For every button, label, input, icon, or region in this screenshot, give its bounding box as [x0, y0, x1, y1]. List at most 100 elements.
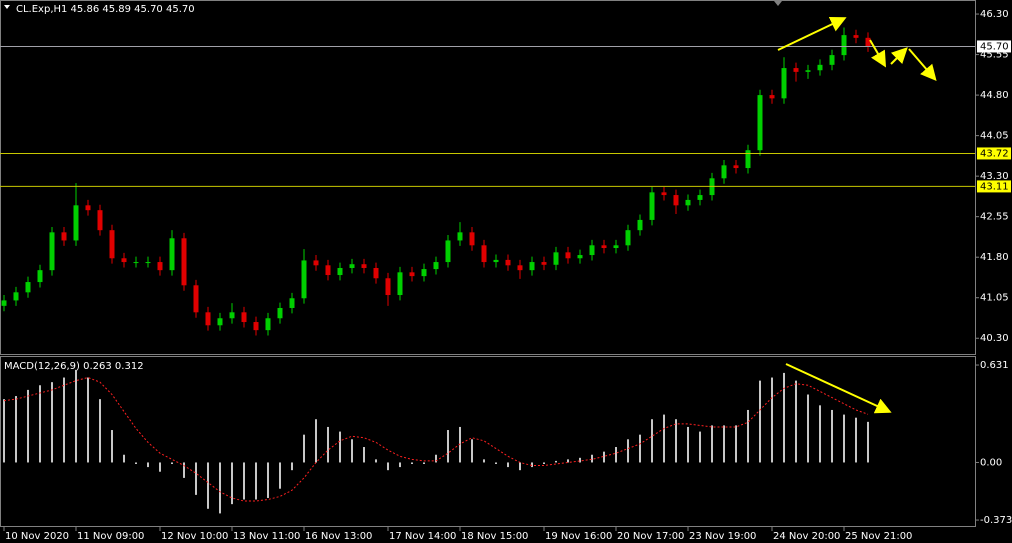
candle-body: [229, 312, 235, 319]
candle-body: [13, 292, 19, 301]
macd-bar: [315, 419, 317, 463]
macd-bar: [711, 425, 713, 463]
macd-bar: [567, 459, 569, 463]
macd-bar: [867, 421, 869, 463]
macd-bar: [207, 462, 209, 509]
candle-body: [61, 232, 67, 241]
macd-bar: [387, 462, 389, 471]
menu-icon[interactable]: [4, 5, 10, 9]
y-tick-label: 43.30: [980, 171, 1009, 182]
macd-bar: [75, 369, 77, 463]
macd-bar: [111, 430, 113, 463]
arrow: [890, 47, 908, 65]
candle-body: [97, 210, 103, 231]
arrow: [777, 16, 847, 51]
macd-bar: [219, 462, 221, 514]
macd-bar: [411, 462, 413, 465]
candle-body: [613, 245, 619, 249]
candle-body: [73, 205, 79, 241]
macd-bar: [819, 405, 821, 463]
candle-body: [325, 265, 331, 276]
macd-bar: [279, 462, 281, 489]
candle-body: [37, 270, 43, 283]
candle-body: [205, 312, 211, 326]
candle-body: [469, 232, 475, 246]
macd-bar: [123, 454, 125, 463]
macd-bar: [255, 462, 257, 500]
candle-body: [505, 259, 511, 266]
symbol-header: CL.Exp,H1 45.86 45.89 45.70 45.70: [16, 4, 195, 15]
macd-bar: [843, 414, 845, 463]
candle-body: [757, 95, 763, 151]
macd-bar: [423, 462, 425, 465]
macd-bar: [639, 434, 641, 463]
macd-bar: [339, 431, 341, 463]
macd-bar: [555, 460, 557, 463]
macd-bar: [699, 431, 701, 463]
candle-body: [661, 192, 667, 196]
macd-bar: [771, 377, 773, 463]
macd-bar: [291, 462, 293, 471]
macd-bar: [603, 451, 605, 463]
candle-body: [277, 307, 283, 319]
candle-body: [421, 269, 427, 277]
candle-body: [577, 255, 583, 259]
candle-body: [313, 260, 319, 266]
candle-body: [253, 322, 259, 331]
arrow: [785, 363, 892, 414]
candle-body: [217, 318, 223, 326]
candle-body: [265, 318, 271, 331]
candle-body: [445, 240, 451, 263]
candle-body: [865, 37, 871, 47]
y-tick-label: 44.80: [980, 90, 1009, 101]
candle-body: [517, 265, 523, 271]
macd-bar: [627, 439, 629, 463]
candle-body: [721, 165, 727, 179]
macd-bar: [543, 462, 545, 465]
macd-bar: [663, 414, 665, 463]
level-label: 43.72: [980, 148, 1009, 159]
candle-body: [793, 68, 799, 72]
macd-bar: [807, 394, 809, 463]
candle-body: [805, 70, 811, 72]
x-tick-label: 18 Nov 15:00: [461, 531, 528, 542]
macd-bar: [519, 462, 521, 471]
candle-body: [769, 95, 775, 99]
x-tick-label: 12 Nov 10:00: [161, 531, 228, 542]
candle-body: [853, 35, 859, 38]
candle-body: [625, 230, 631, 246]
shift-marker[interactable]: [774, 1, 782, 6]
candle-body: [673, 195, 679, 206]
macd-bar: [171, 462, 173, 465]
candle-body: [481, 245, 487, 263]
macd-bar: [579, 457, 581, 463]
macd-bar: [303, 434, 305, 463]
candle-body: [121, 258, 127, 263]
macd-bar: [51, 382, 53, 463]
macd-bar: [831, 409, 833, 463]
y-tick-label: 41.80: [980, 252, 1009, 263]
macd-bar: [471, 439, 473, 463]
macd-bar: [27, 389, 29, 463]
macd-bar: [363, 447, 365, 463]
level-box: [977, 40, 1011, 53]
level-label: 45.70: [980, 41, 1009, 52]
macd-bar: [267, 462, 269, 498]
macd-bar: [243, 462, 245, 500]
macd-bar: [15, 396, 17, 463]
x-tick-label: 24 Nov 20:00: [773, 531, 840, 542]
macd-bar: [63, 377, 65, 463]
candle-body: [817, 64, 823, 71]
y-tick-label: 0.631: [980, 360, 1009, 371]
candle-body: [841, 35, 847, 56]
candle-body: [349, 264, 355, 269]
macd-bar: [399, 462, 401, 468]
level-box: [977, 180, 1011, 193]
candle-body: [541, 262, 547, 265]
candle-body: [433, 262, 439, 270]
candle-body: [745, 150, 751, 169]
x-tick-label: 17 Nov 14:00: [389, 531, 456, 542]
macd-bar: [675, 419, 677, 463]
